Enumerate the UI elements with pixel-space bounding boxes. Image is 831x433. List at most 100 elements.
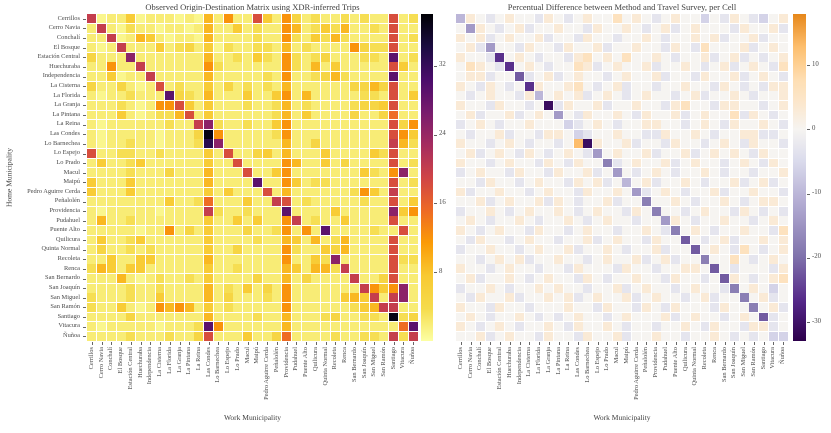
- heatmap-cell: [398, 187, 408, 197]
- heatmap-cell: [534, 197, 544, 206]
- heatmap-cell: [204, 43, 214, 53]
- heatmap-cell: [583, 120, 593, 129]
- heatmap-cell: [272, 62, 282, 72]
- x-tick-mark: [617, 342, 619, 345]
- heatmap-cell: [710, 62, 720, 72]
- heatmap-cell: [671, 81, 681, 91]
- heatmap-cell: [165, 177, 175, 187]
- heatmap-cell: [505, 62, 515, 72]
- y-tick-mark: [83, 134, 86, 136]
- heatmap-cell: [272, 235, 282, 245]
- heatmap-cell: [126, 52, 136, 62]
- heatmap-cell: [622, 187, 632, 197]
- heatmap-cell: [126, 139, 136, 149]
- x-tick-mark: [354, 342, 356, 345]
- y-tick-mark: [83, 230, 86, 232]
- heatmap-cell: [175, 149, 184, 158]
- heatmap-cell: [495, 110, 505, 120]
- heatmap-cell: [165, 110, 175, 120]
- x-tick-mark: [724, 342, 726, 345]
- heatmap-cell: [739, 24, 749, 33]
- heatmap-cell: [495, 43, 505, 53]
- y-tick-mark: [83, 288, 86, 290]
- heatmap-cell: [243, 100, 253, 110]
- heatmap-cell: [661, 177, 671, 187]
- heatmap-cell: [175, 216, 184, 226]
- heatmap-cell: [456, 225, 466, 235]
- heatmap-cell: [243, 43, 253, 53]
- heatmap-cell: [671, 14, 681, 24]
- heatmap-cell: [749, 264, 759, 274]
- heatmap-cell: [778, 72, 788, 81]
- heatmap-cell: [272, 274, 282, 283]
- heatmap-cell: [194, 43, 204, 53]
- heatmap-cell: [612, 283, 622, 293]
- heatmap-cell: [690, 81, 700, 91]
- heatmap-cell: [475, 168, 485, 178]
- heatmap-cell: [583, 52, 593, 62]
- heatmap-cell: [544, 197, 554, 206]
- heatmap-cell: [768, 110, 778, 120]
- heatmap-cell: [340, 187, 350, 197]
- heatmap-cell: [233, 216, 243, 226]
- y-tick-label: San Miguel: [50, 293, 80, 301]
- heatmap-cell: [213, 52, 223, 62]
- heatmap-cell: [175, 322, 184, 331]
- heatmap-cell: [243, 72, 253, 81]
- heatmap-cell: [408, 293, 418, 303]
- heatmap-cell: [97, 100, 107, 110]
- heatmap-cell: [602, 14, 612, 24]
- heatmap-cell: [223, 206, 233, 216]
- heatmap-cell: [408, 24, 418, 33]
- heatmap-cell: [671, 245, 681, 255]
- heatmap-cell: [165, 24, 175, 33]
- heatmap-cell: [475, 274, 485, 283]
- heatmap-cell: [311, 129, 321, 139]
- heatmap-cell: [622, 43, 632, 53]
- heatmap-cell: [768, 283, 778, 293]
- heatmap-cell: [155, 91, 165, 101]
- heatmap-cell: [524, 235, 534, 245]
- heatmap-cell: [379, 293, 389, 303]
- heatmap-cell: [243, 158, 253, 168]
- heatmap-cell: [573, 139, 583, 149]
- heatmap-cell: [213, 312, 223, 322]
- heatmap-cell: [369, 120, 379, 129]
- heatmap-cell: [301, 206, 311, 216]
- y-tick-mark: [83, 163, 86, 165]
- heatmap-cell: [563, 100, 573, 110]
- heatmap-cell: [243, 264, 253, 274]
- heatmap-cell: [136, 72, 146, 81]
- heatmap-cell: [272, 168, 282, 178]
- heatmap-cell: [651, 62, 661, 72]
- heatmap-cell: [641, 43, 651, 53]
- heatmap-cell: [573, 129, 583, 139]
- heatmap-cell: [204, 91, 214, 101]
- heatmap-cell: [710, 225, 720, 235]
- heatmap-cell: [175, 14, 184, 24]
- heatmap-cell: [768, 254, 778, 264]
- heatmap-cell: [379, 43, 389, 53]
- x-tick-mark: [296, 342, 298, 345]
- heatmap-cell: [495, 187, 505, 197]
- heatmap-cell: [252, 322, 262, 331]
- heatmap-cell: [204, 206, 214, 216]
- heatmap-cell: [204, 81, 214, 91]
- heatmap-cell: [252, 158, 262, 168]
- heatmap-cell: [155, 187, 165, 197]
- heatmap-cell: [505, 293, 515, 303]
- heatmap-cell: [165, 81, 175, 91]
- heatmap-cell: [321, 177, 330, 187]
- heatmap-cell: [301, 24, 311, 33]
- heatmap-cell: [573, 293, 583, 303]
- heatmap-cell: [651, 100, 661, 110]
- heatmap-cell: [204, 129, 214, 139]
- heatmap-cell: [116, 187, 126, 197]
- x-tick-mark: [646, 342, 648, 345]
- heatmap-cell: [641, 225, 651, 235]
- heatmap-cell: [524, 293, 534, 303]
- heatmap-cell: [524, 100, 534, 110]
- heatmap-cell: [243, 302, 253, 312]
- heatmap-cell: [87, 72, 97, 81]
- heatmap-cell: [106, 120, 116, 129]
